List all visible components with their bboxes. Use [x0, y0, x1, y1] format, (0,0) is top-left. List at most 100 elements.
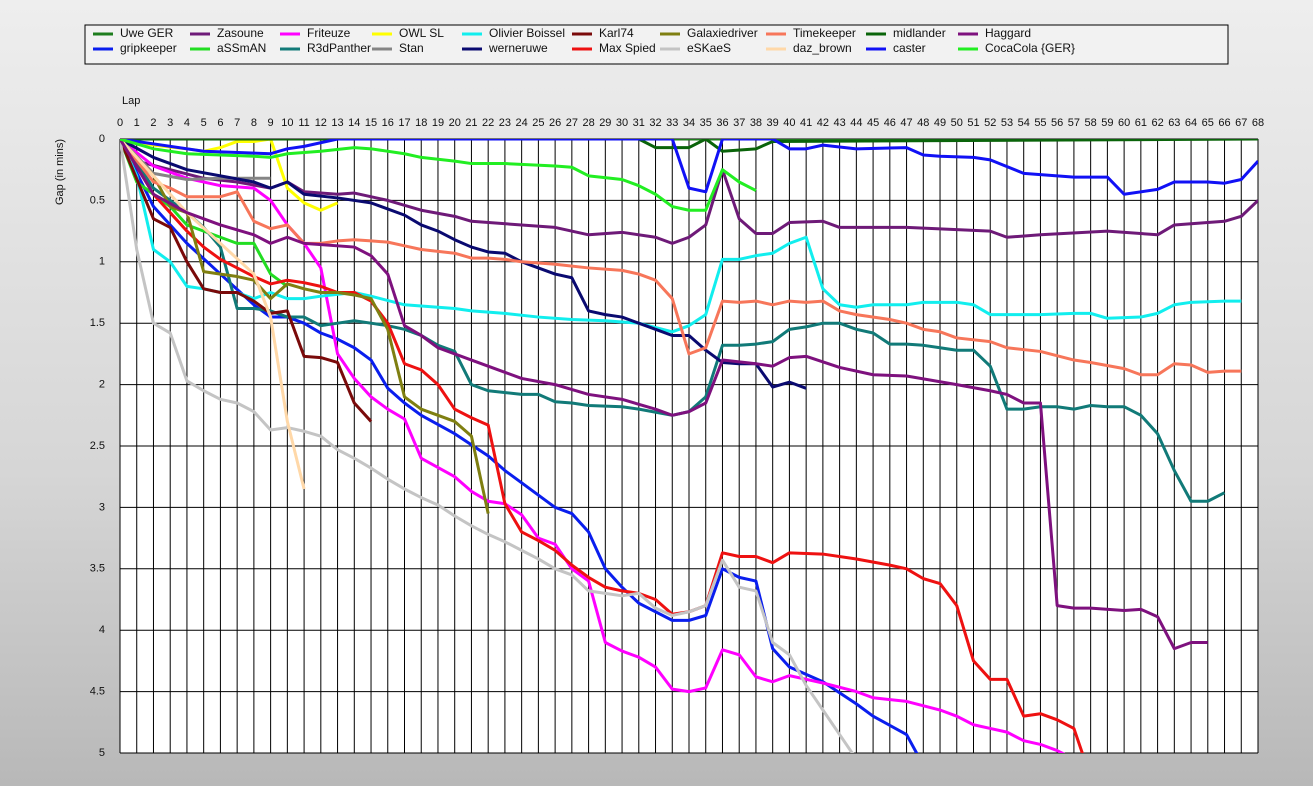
legend-label: caster — [893, 41, 926, 55]
x-tick-label: 61 — [1135, 117, 1147, 129]
legend-label: werneruwe — [488, 41, 548, 55]
x-tick-label: 14 — [348, 117, 360, 129]
x-tick-label: 66 — [1218, 117, 1230, 129]
x-tick-label: 42 — [817, 117, 829, 129]
x-tick-label: 67 — [1235, 117, 1247, 129]
x-tick-label: 59 — [1101, 117, 1113, 129]
legend-label: Timekeeper — [793, 26, 856, 40]
x-tick-label: 34 — [683, 117, 695, 129]
series-line — [120, 139, 373, 423]
x-tick-label: 55 — [1034, 117, 1046, 129]
x-tick-label: 57 — [1068, 117, 1080, 129]
legend-label: gripkeeper — [120, 41, 177, 55]
x-tick-label: 10 — [281, 117, 293, 129]
x-tick-label: 46 — [884, 117, 896, 129]
x-tick-label: 63 — [1168, 117, 1180, 129]
x-tick-label: 56 — [1051, 117, 1063, 129]
series-line — [120, 139, 490, 514]
x-tick-label: 45 — [867, 117, 879, 129]
x-tick-label: 4 — [184, 117, 190, 129]
x-tick-label: 26 — [549, 117, 561, 129]
x-tick-label: 52 — [984, 117, 996, 129]
x-tick-label: 60 — [1118, 117, 1130, 129]
legend-label: Haggard — [985, 26, 1031, 40]
x-tick-label: 15 — [365, 117, 377, 129]
y-tick-label: 2.5 — [90, 440, 105, 452]
x-tick-label: 19 — [432, 117, 444, 129]
series-line — [120, 139, 1084, 753]
legend-label: Karl74 — [599, 26, 634, 40]
series-line — [120, 139, 757, 212]
legend-label: Galaxiedriver — [687, 26, 758, 40]
series-line — [120, 139, 1258, 153]
x-tick-label: 35 — [700, 117, 712, 129]
x-tick-label: 11 — [298, 117, 309, 129]
y-tick-label: 2 — [99, 379, 105, 391]
x-tick-label: 5 — [201, 117, 207, 129]
x-tick-label: 53 — [1001, 117, 1013, 129]
x-tick-label: 9 — [268, 117, 274, 129]
x-tick-label: 33 — [666, 117, 678, 129]
series-line — [120, 139, 1226, 503]
y-tick-label: 1 — [99, 256, 105, 268]
x-tick-label: 39 — [767, 117, 779, 129]
series-line — [120, 139, 1242, 377]
x-tick-label: 16 — [382, 117, 394, 129]
x-tick-label: 12 — [315, 117, 327, 129]
x-axis-label: Lap — [122, 95, 140, 107]
x-tick-label: 3 — [167, 117, 173, 129]
x-tick-label: 50 — [951, 117, 963, 129]
series-line — [120, 139, 306, 490]
x-tick-label: 6 — [217, 117, 223, 129]
x-tick-label: 51 — [967, 117, 979, 129]
legend-label: Friteuze — [307, 26, 351, 40]
x-tick-label: 58 — [1085, 117, 1097, 129]
x-tick-label: 38 — [750, 117, 762, 129]
x-tick-label: 65 — [1202, 117, 1214, 129]
series-line — [120, 139, 271, 182]
x-tick-label: 23 — [499, 117, 511, 129]
x-tick-label: 28 — [582, 117, 594, 129]
series-line — [120, 139, 289, 288]
x-tick-label: 32 — [649, 117, 661, 129]
legend-label: Olivier Boissel — [489, 26, 565, 40]
x-tick-label: 44 — [850, 117, 862, 129]
x-tick-label: 2 — [150, 117, 156, 129]
x-tick-label: 0 — [117, 117, 123, 129]
legend-label: Zasoune — [217, 26, 264, 40]
x-tick-label: 68 — [1252, 117, 1264, 129]
y-tick-label: 3 — [99, 501, 105, 513]
x-tick-label: 7 — [234, 117, 240, 129]
x-tick-label: 31 — [633, 117, 645, 129]
x-tick-label: 29 — [599, 117, 611, 129]
x-tick-label: 13 — [331, 117, 343, 129]
series-line — [120, 139, 1258, 196]
x-tick-label: 18 — [415, 117, 427, 129]
y-tick-label: 4 — [99, 624, 105, 636]
x-tick-label: 36 — [716, 117, 728, 129]
series-line — [120, 139, 1066, 753]
x-tick-label: 41 — [800, 117, 812, 129]
x-tick-label: 40 — [783, 117, 795, 129]
series-line — [120, 139, 1208, 651]
x-tick-label: 24 — [516, 117, 528, 129]
legend-label: eSKaeS — [687, 41, 731, 55]
series-line — [120, 139, 854, 753]
x-tick-label: 43 — [833, 117, 845, 129]
legend-label: aSSmAN — [217, 41, 266, 55]
y-axis-label: Gap (in mins) — [54, 139, 66, 205]
y-tick-label: 4.5 — [90, 686, 105, 698]
x-tick-label: 54 — [1018, 117, 1030, 129]
legend-label: OWL SL — [399, 26, 444, 40]
x-tick-label: 27 — [566, 117, 578, 129]
legend-label: Max Spied — [599, 41, 656, 55]
legend-label: midlander — [893, 26, 946, 40]
x-tick-label: 47 — [900, 117, 912, 129]
legend-label: daz_brown — [793, 41, 852, 55]
legend-label: CocaCola {GER} — [985, 41, 1075, 55]
legend-label: Uwe GER — [120, 26, 174, 40]
legend-label: R3dPanther — [307, 41, 371, 55]
